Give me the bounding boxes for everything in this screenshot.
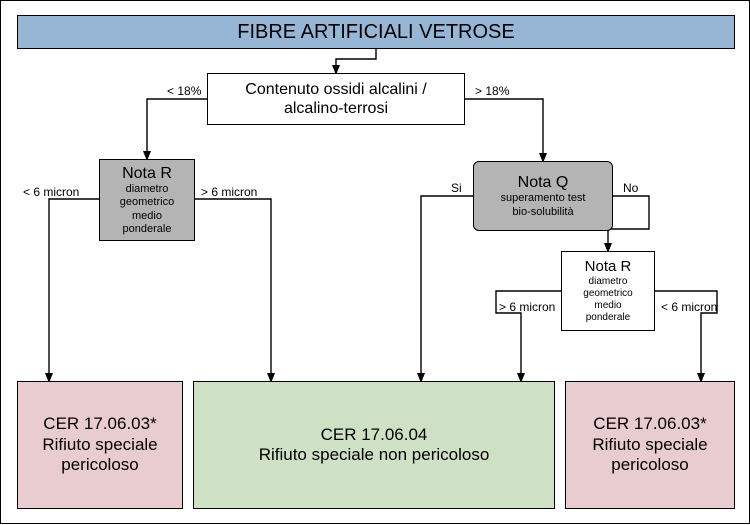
nota-r-left-sub2: geometrico (120, 196, 174, 209)
nota-r-left-sub4: ponderale (123, 223, 172, 236)
node-nota-q: Nota Q superamento test bio-solubilità (473, 161, 613, 231)
node-nota-r-right: Nota R diametro geometrico medio pondera… (561, 251, 655, 331)
edge (421, 196, 473, 381)
edge (336, 49, 376, 73)
res1-line2: Rifiuto speciale (42, 435, 157, 455)
res1-line1: CER 17.06.03* (43, 414, 156, 434)
flowchart-stage: FIBRE ARTIFICIALI VETROSE Contenuto ossi… (0, 0, 750, 524)
nota-q-hdr: Nota Q (518, 173, 569, 192)
edge (147, 99, 207, 159)
nota-r-right-sub1: diametro (589, 276, 628, 288)
edge-label-lt6-left: < 6 micron (23, 186, 79, 198)
node-title: FIBRE ARTIFICIALI VETROSE (17, 15, 735, 49)
nota-r-left-hdr: Nota R (122, 164, 172, 183)
res1-line3: pericoloso (61, 455, 139, 475)
nota-q-sub2: bio-solubilità (512, 206, 573, 219)
edge-label-si: Si (451, 182, 462, 194)
node-nota-r-left: Nota R diametro geometrico medio pondera… (99, 159, 195, 241)
nota-r-left-sub3: medio (132, 210, 162, 223)
nota-r-left-sub1: diametro (126, 183, 169, 196)
edge-label-gt6-left: > 6 micron (201, 186, 257, 198)
edge-label-gt18: > 18% (475, 85, 509, 97)
edge-label-gt6-right: > 6 micron (499, 301, 555, 313)
res2-line2: Rifiuto speciale non pericoloso (259, 445, 490, 465)
edge (465, 99, 543, 161)
nota-r-right-sub3: medio (594, 300, 621, 312)
node-result-left: CER 17.06.03* Rifiuto speciale pericolos… (17, 381, 183, 509)
content-line2: alcalino-terrosi (284, 99, 388, 118)
nota-r-right-sub2: geometrico (583, 288, 632, 300)
node-result-center: CER 17.06.04 Rifiuto speciale non perico… (193, 381, 555, 509)
node-result-right: CER 17.06.03* Rifiuto speciale pericolos… (565, 381, 735, 509)
nota-r-right-sub4: ponderale (586, 312, 630, 324)
res3-line1: CER 17.06.03* (593, 414, 706, 434)
node-content: Contenuto ossidi alcalini / alcalino-ter… (207, 73, 465, 125)
nota-r-right-hdr: Nota R (585, 258, 632, 276)
edge-label-no: No (623, 182, 638, 194)
edge (608, 196, 649, 251)
res2-line1: CER 17.06.04 (321, 425, 428, 445)
res3-line3: pericoloso (611, 455, 689, 475)
content-line1: Contenuto ossidi alcalini / (245, 80, 426, 99)
res3-line2: Rifiuto speciale (592, 435, 707, 455)
edge (195, 199, 271, 381)
title-text: FIBRE ARTIFICIALI VETROSE (237, 20, 514, 44)
nota-q-sub1: superamento test (501, 192, 586, 205)
edge (49, 199, 99, 381)
edge-label-lt18: < 18% (167, 85, 201, 97)
edge-label-lt6-right: < 6 micron (661, 301, 717, 313)
